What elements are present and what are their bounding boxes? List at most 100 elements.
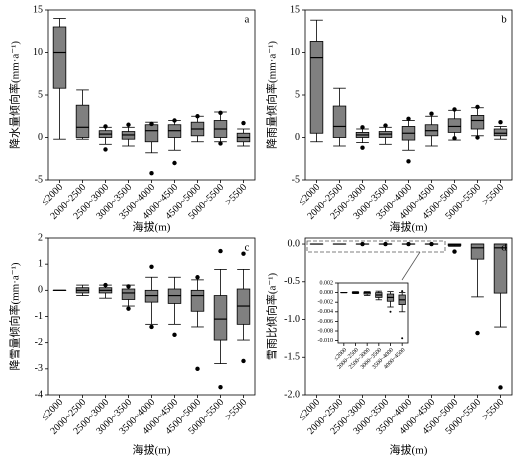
y-tick-label: 0.0	[288, 238, 301, 249]
box	[493, 128, 508, 137]
outlier	[149, 324, 154, 330]
plot-frame	[47, 9, 256, 181]
y-tick-label: 0	[295, 132, 300, 143]
outlier	[406, 241, 411, 247]
box	[493, 243, 508, 294]
outlier	[475, 330, 480, 336]
y-tick-label: -0.5	[284, 276, 300, 287]
outlier	[172, 160, 177, 166]
y-tick-label: -0.010	[318, 338, 334, 344]
outlier	[429, 241, 434, 247]
outlier	[498, 385, 503, 390]
outlier	[195, 114, 200, 119]
outlier	[383, 123, 388, 128]
y-tick-label: 10	[33, 47, 43, 58]
y-tick-label: -3	[35, 363, 43, 374]
outlier	[406, 116, 411, 122]
x-tick-label: >5500	[480, 182, 506, 208]
y-tick-label: -5	[292, 174, 300, 185]
box	[167, 288, 182, 304]
outlier	[360, 241, 365, 247]
y-tick-label: 15	[33, 4, 43, 15]
box	[470, 243, 485, 260]
outlier	[103, 147, 108, 152]
outlier	[172, 332, 177, 338]
y-tick-label: 0.002	[320, 280, 334, 286]
y-tick-label: -1.0	[284, 314, 300, 325]
plot-frame	[304, 237, 513, 396]
y-tick-label: -0.006	[318, 319, 334, 325]
box	[144, 124, 159, 143]
outlier	[360, 125, 365, 130]
y-tick-label: 2	[38, 232, 43, 243]
outlier	[452, 136, 457, 141]
y-tick-label: -5	[35, 174, 43, 185]
outlier	[241, 358, 246, 364]
outlier	[401, 290, 404, 293]
panel-label: a	[245, 14, 250, 26]
y-tick-label: 5	[38, 89, 43, 100]
outlier	[452, 107, 457, 112]
outlier	[195, 366, 200, 372]
y-tick-label: 0.000	[320, 290, 334, 296]
outlier	[383, 241, 388, 247]
outlier	[218, 110, 223, 116]
outlier	[126, 284, 131, 289]
plot-frame	[304, 9, 513, 181]
outlier	[103, 124, 108, 129]
y-tick-label: -1.5	[284, 352, 300, 363]
outlier	[218, 248, 223, 254]
outlier	[406, 159, 411, 164]
x-tick-label: >5500	[223, 397, 249, 423]
outlier	[218, 384, 223, 390]
outlier	[389, 310, 392, 313]
plot-frame	[337, 282, 409, 344]
y-tick-label: 5	[295, 89, 300, 100]
y-tick-label: 0	[38, 132, 43, 143]
y-tick-label: -1	[35, 311, 43, 322]
box	[213, 295, 228, 341]
outlier	[360, 145, 365, 150]
outlier	[429, 111, 434, 116]
y-tick-label: -4	[35, 389, 43, 400]
x-tick-label: >5500	[223, 182, 249, 208]
outlier	[218, 141, 223, 146]
zoom-connector	[401, 251, 421, 281]
y-axis-label: 降雨量倾向率(mm·a⁻¹)	[265, 41, 279, 149]
box	[447, 118, 462, 133]
outlier	[475, 104, 480, 110]
box	[190, 289, 205, 312]
x-axis-label: 海拔(m)	[133, 443, 171, 457]
outlier	[149, 121, 154, 127]
box	[332, 105, 347, 138]
outlier	[126, 306, 131, 311]
outlier	[475, 135, 480, 140]
box	[144, 289, 159, 303]
outlier	[149, 171, 154, 176]
outlier	[452, 249, 457, 254]
outlier	[126, 122, 131, 127]
y-tick-label: 10	[290, 47, 300, 58]
y-tick-label: 1	[38, 258, 43, 269]
x-axis-label: 海拔(m)	[133, 220, 171, 234]
box	[52, 26, 67, 89]
y-axis-label: 雪雨比倾向率(a⁻¹)	[265, 273, 279, 361]
box	[236, 288, 251, 325]
y-tick-label: -2	[35, 337, 43, 348]
panel-label: c	[245, 242, 250, 254]
y-tick-label: -0.004	[318, 309, 334, 315]
outlier	[241, 120, 246, 126]
y-tick-label: -0.002	[318, 300, 334, 306]
panel-label: b	[501, 14, 507, 26]
x-axis-label: 海拔(m)	[390, 443, 428, 457]
outlier	[401, 337, 404, 340]
box	[75, 104, 90, 138]
outlier	[195, 275, 200, 280]
outlier	[149, 264, 154, 269]
x-tick-label: >5500	[480, 397, 506, 423]
y-axis-label: 降水量倾向率(mm·a⁻¹)	[8, 41, 22, 149]
x-axis-label: 海拔(m)	[390, 220, 428, 234]
panel-label: d	[501, 242, 507, 254]
outlier	[103, 282, 108, 288]
